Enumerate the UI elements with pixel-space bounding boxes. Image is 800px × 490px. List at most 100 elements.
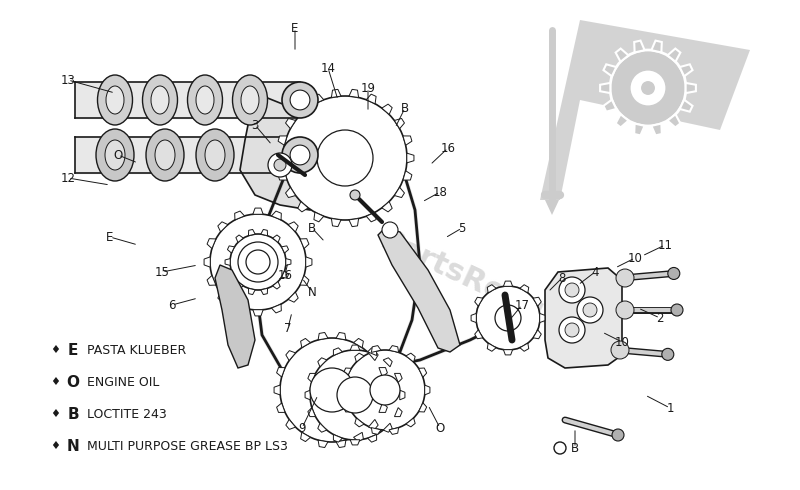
Polygon shape: [249, 229, 255, 236]
Text: 15: 15: [154, 266, 170, 278]
Polygon shape: [680, 64, 693, 76]
Polygon shape: [300, 239, 309, 248]
Ellipse shape: [146, 129, 184, 181]
Polygon shape: [350, 345, 360, 350]
Polygon shape: [407, 153, 414, 163]
Polygon shape: [349, 219, 358, 227]
Polygon shape: [651, 123, 662, 135]
Polygon shape: [403, 136, 412, 145]
Polygon shape: [667, 114, 680, 127]
Polygon shape: [261, 229, 267, 236]
Polygon shape: [253, 310, 263, 316]
Circle shape: [668, 268, 680, 279]
Polygon shape: [273, 282, 280, 289]
Polygon shape: [278, 171, 287, 180]
Polygon shape: [418, 403, 426, 412]
Polygon shape: [603, 64, 616, 76]
Polygon shape: [249, 288, 255, 294]
Text: ♦: ♦: [50, 441, 60, 451]
Polygon shape: [350, 440, 360, 445]
Polygon shape: [394, 187, 405, 197]
Polygon shape: [634, 123, 645, 135]
Polygon shape: [286, 259, 291, 266]
Text: E: E: [106, 230, 114, 244]
Polygon shape: [474, 330, 483, 339]
Polygon shape: [349, 89, 358, 98]
Polygon shape: [616, 49, 629, 62]
Polygon shape: [308, 408, 315, 416]
Text: ♦: ♦: [50, 409, 60, 419]
Polygon shape: [218, 222, 228, 232]
Polygon shape: [355, 418, 364, 427]
Polygon shape: [276, 153, 283, 163]
Polygon shape: [354, 339, 363, 348]
Polygon shape: [400, 390, 405, 400]
Polygon shape: [288, 292, 298, 302]
Polygon shape: [336, 332, 346, 340]
Circle shape: [274, 159, 286, 171]
Text: 6: 6: [168, 298, 176, 312]
Text: 16: 16: [278, 269, 293, 281]
Polygon shape: [545, 268, 622, 368]
Polygon shape: [686, 83, 696, 93]
Polygon shape: [355, 353, 364, 362]
Polygon shape: [301, 339, 310, 348]
Polygon shape: [651, 41, 662, 52]
Text: 2: 2: [656, 312, 664, 324]
Circle shape: [577, 297, 603, 323]
Polygon shape: [234, 304, 245, 313]
Text: 11: 11: [658, 239, 673, 251]
Ellipse shape: [196, 129, 234, 181]
Circle shape: [616, 301, 634, 319]
Ellipse shape: [106, 86, 124, 114]
Polygon shape: [389, 345, 398, 352]
Polygon shape: [277, 403, 285, 413]
Text: PartsRepublik: PartsRepublik: [375, 226, 605, 354]
Circle shape: [640, 80, 656, 96]
Text: 8: 8: [558, 271, 566, 285]
Text: MULTI PURPOSE GREASE BP LS3: MULTI PURPOSE GREASE BP LS3: [87, 440, 288, 452]
Polygon shape: [378, 228, 460, 352]
Polygon shape: [227, 271, 234, 278]
Polygon shape: [545, 200, 559, 215]
Circle shape: [559, 317, 585, 343]
Polygon shape: [383, 423, 392, 432]
Circle shape: [210, 214, 306, 310]
Circle shape: [611, 341, 629, 359]
Text: N: N: [66, 439, 79, 454]
Text: N: N: [308, 286, 316, 298]
Circle shape: [662, 348, 674, 360]
Text: ENGINE OIL: ENGINE OIL: [87, 375, 159, 389]
Polygon shape: [336, 440, 346, 447]
Circle shape: [616, 269, 634, 287]
Ellipse shape: [98, 75, 133, 125]
Polygon shape: [383, 358, 392, 367]
Polygon shape: [680, 100, 693, 112]
Text: B: B: [308, 221, 316, 235]
Polygon shape: [366, 94, 376, 104]
Polygon shape: [305, 390, 310, 400]
Text: B: B: [67, 407, 79, 421]
Text: 17: 17: [514, 298, 530, 312]
Text: 7: 7: [284, 321, 292, 335]
Polygon shape: [215, 265, 255, 368]
Polygon shape: [334, 348, 342, 356]
Text: 1: 1: [666, 401, 674, 415]
Polygon shape: [274, 385, 280, 395]
Ellipse shape: [105, 140, 125, 170]
Polygon shape: [406, 418, 415, 427]
Ellipse shape: [142, 75, 178, 125]
Circle shape: [476, 286, 540, 350]
Text: 14: 14: [321, 62, 335, 74]
Circle shape: [310, 368, 354, 412]
Polygon shape: [225, 259, 230, 266]
Ellipse shape: [196, 86, 214, 114]
Polygon shape: [394, 408, 402, 416]
Polygon shape: [286, 351, 295, 361]
Polygon shape: [273, 235, 280, 243]
Text: 5: 5: [458, 221, 466, 235]
Polygon shape: [533, 330, 542, 339]
Polygon shape: [343, 368, 351, 377]
Polygon shape: [533, 297, 542, 306]
Polygon shape: [369, 351, 378, 361]
